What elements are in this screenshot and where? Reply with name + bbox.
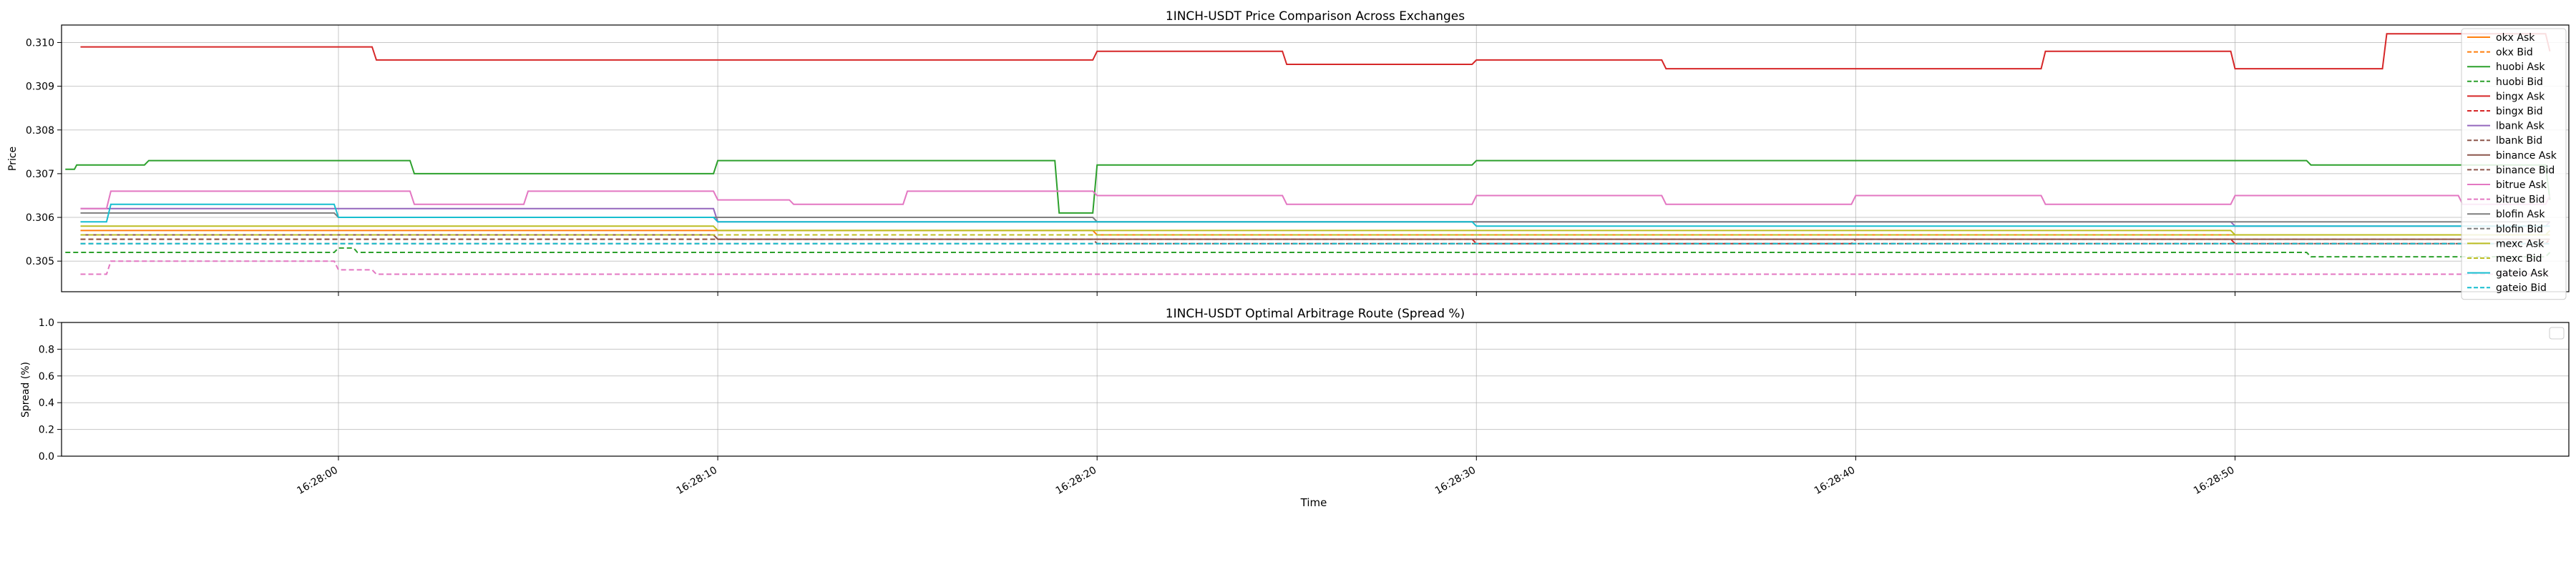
legend-label: bingx Ask: [2496, 91, 2545, 102]
price-y-tick-label: 0.305: [26, 256, 54, 267]
legend-label: huobi Bid: [2496, 77, 2543, 88]
price-chart-y-ticks: 0.305 0.306 0.307 0.308 0.309 0.310: [26, 37, 62, 267]
legend-label: binance Ask: [2496, 150, 2557, 162]
spread-chart-frame: [61, 322, 2570, 457]
legend-label: gateio Bid: [2496, 282, 2547, 294]
spread-chart-legend-box: [2549, 327, 2565, 340]
price-chart-series: [65, 33, 2551, 275]
legend-label: okx Bid: [2496, 47, 2533, 59]
price-chart-legend: okx Ask okx Bid huobi Ask huobi Bid bingx As…: [2461, 28, 2567, 300]
price-y-tick-label: 0.309: [26, 82, 54, 93]
series-line-gateio-ask: [80, 203, 2550, 227]
spread-y-tick-label: 0.0: [39, 451, 54, 463]
series-line-bitrue-bid: [80, 260, 2550, 275]
spread-y-tick-label: 0.8: [39, 344, 54, 355]
spread-chart-title: 1INCH-USDT Optimal Arbitrage Route (Spre…: [1166, 307, 1465, 321]
legend-label: bingx Bid: [2496, 106, 2543, 117]
legend-label: bitrue Bid: [2496, 194, 2545, 206]
series-line-bingx-ask: [80, 33, 2551, 70]
legend-label: blofin Bid: [2496, 224, 2543, 235]
series-line-huobi-ask: [65, 159, 2551, 214]
price-chart-y-label: Price: [7, 147, 19, 171]
legend-label: gateio Ask: [2496, 268, 2549, 280]
price-chart-title: 1INCH-USDT Price Comparison Across Excha…: [1166, 9, 1465, 24]
legend-label: binance Bid: [2496, 164, 2555, 176]
price-y-tick-label: 0.306: [26, 212, 54, 224]
price-y-tick-label: 0.307: [26, 169, 54, 180]
legend-label: okx Ask: [2496, 32, 2535, 44]
series-line-bitrue-ask: [80, 190, 2551, 209]
legend-label: lbank Ask: [2496, 121, 2545, 132]
spread-chart-y-label: Spread (%): [20, 362, 31, 418]
series-line-mexc-ask: [80, 225, 2551, 236]
series-line-binance-bid: [80, 238, 2550, 245]
legend-label: mexc Bid: [2496, 253, 2542, 265]
spread-y-tick-label: 0.2: [39, 425, 54, 436]
legend-label: lbank Bid: [2496, 135, 2542, 147]
legend-label: bitrue Ask: [2496, 179, 2547, 191]
spread-y-tick-label: 0.4: [39, 398, 54, 409]
price-y-tick-label: 0.310: [26, 37, 54, 49]
spread-chart-x-label: Time: [1300, 496, 1327, 509]
series-line-binance-ask: [80, 234, 2550, 240]
series-line-huobi-bid: [65, 247, 2551, 258]
spread-chart-y-ticks: 0.0 0.2 0.4 0.6 0.8 1.0: [39, 317, 62, 463]
legend-label: mexc Ask: [2496, 238, 2545, 250]
price-y-tick-label: 0.308: [26, 125, 54, 137]
price-chart-frame: [61, 24, 2570, 292]
price-comparison-chart: 1INCH-USDT Price Comparison Across Excha…: [7, 9, 2570, 300]
spread-y-tick-label: 1.0: [39, 317, 54, 329]
spread-y-tick-label: 0.6: [39, 371, 54, 383]
legend-label: blofin Ask: [2496, 209, 2545, 220]
legend-label: huobi Ask: [2496, 61, 2545, 73]
